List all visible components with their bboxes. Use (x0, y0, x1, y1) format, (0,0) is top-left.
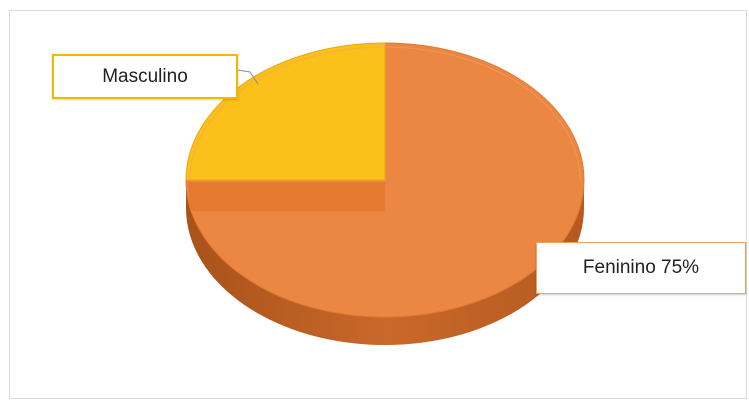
leader-line-masculino (237, 69, 259, 85)
pie-inner-wedge (188, 182, 385, 211)
data-label-feninino: Feninino 75% (536, 242, 746, 294)
pie-highlight (189, 46, 581, 181)
pie-slice-feninino[interactable] (185, 42, 585, 318)
pie-side-wall (186, 180, 584, 345)
data-label-masculino: Masculino (52, 54, 238, 99)
pie-slice-masculino[interactable] (185, 42, 386, 181)
